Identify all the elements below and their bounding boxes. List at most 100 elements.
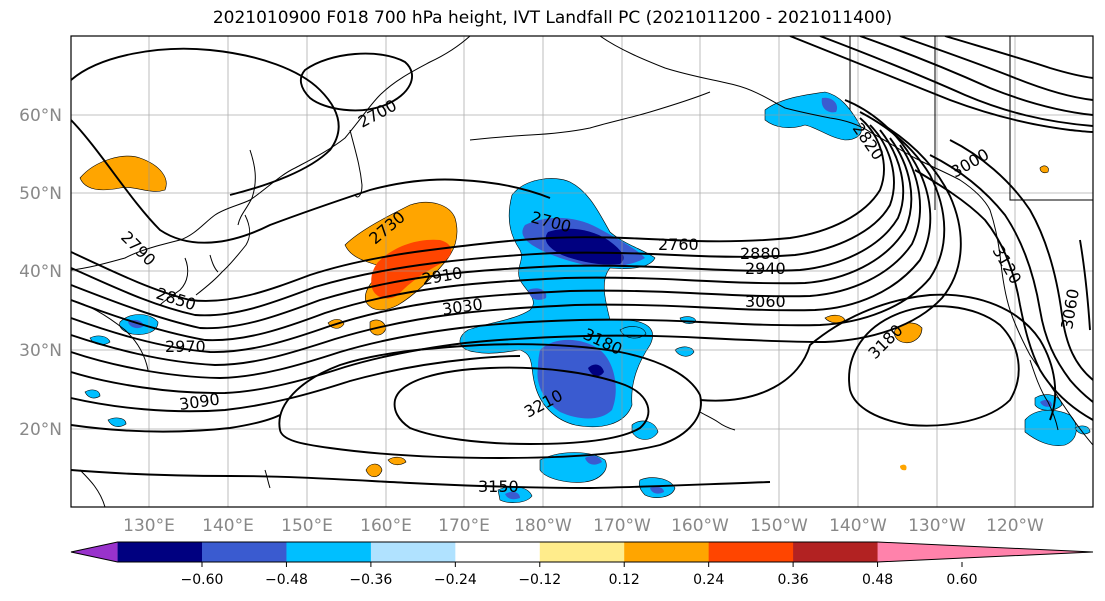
colorbar-segment (624, 542, 710, 562)
ivt-pos-patch (1039, 165, 1049, 174)
contour-east-9 (1079, 239, 1091, 331)
coast-baja (1029, 359, 1059, 431)
contour-east-1 (789, 36, 1093, 133)
coast-japan (195, 214, 251, 296)
ivt-neg-patch (821, 97, 838, 113)
ivt-neg-patch (650, 486, 664, 494)
lat-labels: 60°N 50°N 40°N 30°N 20°N (19, 106, 62, 440)
ivt-pos-patch (900, 464, 907, 471)
contour-3180-loop (278, 343, 702, 459)
contour-3150 (71, 469, 771, 489)
colorbar-segment (202, 542, 287, 562)
colorbar-tick-label: 0.24 (693, 572, 724, 588)
coast-aleutians (469, 91, 711, 141)
colorbar-tick-label: 0.48 (862, 572, 893, 588)
colorbar-segment (117, 542, 203, 562)
contour-label: 2940 (745, 259, 786, 278)
ivt-pos-patch (387, 456, 407, 466)
colorbar-tick-label: −0.60 (181, 572, 224, 588)
contour-label: 2970 (165, 337, 206, 356)
lon-label: 130°W (908, 516, 966, 536)
contour-east-5 (944, 36, 1093, 79)
lon-label: 120°W (986, 516, 1044, 536)
lon-label: 160°E (360, 516, 412, 536)
colorbar-extend-low (71, 542, 118, 562)
colorbar-segment (455, 542, 541, 562)
contour-2850 (71, 117, 885, 302)
colorbar-segment (370, 542, 456, 562)
contour-outer-north (71, 47, 340, 196)
contour-3030 (71, 111, 946, 379)
map-title: 2021010900 F018 700 hPa height, IVT Land… (212, 8, 893, 28)
colorbar: −0.60 −0.48 −0.36 −0.24 −0.12 0.12 0.24 0.36 0.4… (70, 541, 1094, 588)
ivt-neg-patch (588, 364, 604, 377)
colorbar-segment (539, 542, 625, 562)
lat-label: 20°N (19, 420, 62, 440)
contour-2940 (71, 137, 913, 342)
ivt-neg-patch (1074, 425, 1091, 435)
ivt-pos-patch (371, 239, 452, 299)
contour-east-6 (914, 169, 1093, 421)
contour-label: 3060 (745, 292, 786, 311)
ivt-neg-patch (674, 346, 695, 357)
contour-3210-loop (393, 366, 650, 445)
contour-label: 2880 (740, 244, 781, 263)
colorbar-tick-label: −0.12 (518, 572, 561, 588)
ivt-pos-patch (79, 155, 167, 192)
contour-2790 (71, 119, 551, 244)
map-frame (70, 35, 1094, 508)
contour-2970 (71, 144, 922, 353)
ivt-neg-patch (84, 389, 101, 399)
colorbar-tick-label: −0.36 (349, 572, 392, 588)
colorbar-extend-high (877, 542, 1093, 562)
contour-label: 2760 (658, 235, 699, 254)
lon-label: 170°W (593, 516, 651, 536)
contour-3120 (71, 414, 281, 433)
lon-label: 140°W (829, 516, 887, 536)
colorbar-tick-label: 0.36 (778, 572, 809, 588)
colorbar-segment (793, 542, 879, 562)
ivt-neg-patch (631, 420, 659, 440)
ivt-neg-patch (505, 491, 520, 500)
ivt-pos-patch (365, 463, 383, 478)
colorbar-tick-label: −0.24 (434, 572, 477, 588)
contour-2700-north (299, 52, 413, 112)
lon-labels: 130°E 140°E 150°E 160°E 170°E 180°W 170°… (123, 516, 1044, 536)
ivt-neg-patch (537, 339, 616, 419)
contour-label: 3150 (478, 477, 519, 496)
colorbar-tick-label: 0.60 (946, 572, 977, 588)
contour-2910 (71, 129, 905, 330)
contour-east-3 (859, 36, 1093, 116)
colorbar-tick-label: −0.48 (265, 572, 308, 588)
contour-2880 (71, 124, 895, 317)
coast-korea (159, 257, 189, 306)
contour-east-2 (819, 36, 1093, 127)
coast-alaska (599, 36, 871, 133)
contour-3060 (71, 125, 962, 394)
lon-label: 150°E (281, 516, 333, 536)
lat-label: 60°N (19, 106, 62, 126)
contour-3090 (71, 355, 521, 413)
coast-islands (209, 254, 271, 489)
coast-sakhalin (237, 149, 256, 226)
coast-philippines (79, 469, 106, 507)
lon-label: 150°W (750, 516, 808, 536)
height-contours (71, 36, 1093, 489)
colorbar-outline (70, 541, 1094, 563)
lon-label: 180°W (514, 516, 572, 536)
colorbar-segment (286, 542, 372, 562)
ivt-neg-patch (107, 417, 127, 427)
lon-label: 130°E (123, 516, 175, 536)
lon-label: 170°E (438, 516, 490, 536)
lat-label: 40°N (19, 262, 62, 282)
coast-kamchatka (349, 129, 363, 198)
colorbar-segment (708, 542, 794, 562)
contour-3180-east (848, 305, 1020, 427)
contour-3150-east (699, 293, 1057, 421)
colorbar-tick-label: 0.12 (609, 572, 640, 588)
contour-east-4 (899, 36, 1093, 101)
lat-label: 30°N (19, 341, 62, 361)
contour-east-7 (929, 154, 1093, 403)
coast-hawaii (699, 411, 736, 431)
